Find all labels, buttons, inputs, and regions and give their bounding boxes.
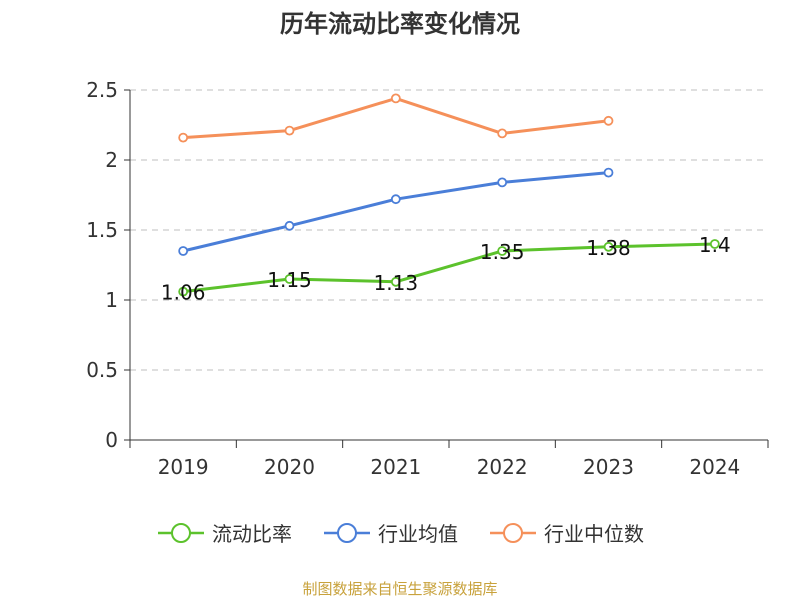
x-tick-label: 2023 bbox=[583, 455, 634, 479]
data-point bbox=[284, 220, 295, 231]
series-lines bbox=[178, 93, 720, 297]
source-footer: 制图数据来自恒生聚源数据库 bbox=[302, 580, 498, 598]
data-point bbox=[178, 286, 189, 297]
legend-line-marker-icon bbox=[158, 522, 204, 543]
data-point bbox=[603, 241, 614, 252]
legend-label: 行业中位数 bbox=[544, 522, 644, 546]
legend-label: 行业均值 bbox=[378, 522, 458, 546]
x-tick-label: 2022 bbox=[477, 455, 528, 479]
data-point bbox=[390, 93, 401, 104]
data-label: 1.13 bbox=[374, 271, 419, 295]
x-tick-label: 2020 bbox=[264, 455, 315, 479]
data-point bbox=[178, 246, 189, 256]
data-point bbox=[497, 128, 508, 139]
data-label: 1.15 bbox=[267, 268, 312, 292]
data-labels: 1.06 1.15 1.13 1.35 1.38 1.4 bbox=[161, 233, 731, 305]
data-label: 1.06 bbox=[161, 281, 206, 305]
y-tick-label: 0 bbox=[105, 428, 118, 452]
grid-lines bbox=[130, 89, 768, 371]
legend: 流动比率 行业均值 行业中位数 bbox=[0, 518, 800, 547]
data-point bbox=[497, 246, 508, 256]
legend-item[interactable]: 流动比率 bbox=[156, 518, 292, 547]
data-label: 1.35 bbox=[480, 240, 525, 264]
data-point bbox=[178, 132, 189, 143]
legend-line-marker-icon bbox=[324, 522, 370, 543]
data-point bbox=[497, 177, 508, 188]
series-line bbox=[182, 242, 715, 294]
data-point bbox=[284, 125, 295, 136]
legend-label: 流动比率 bbox=[212, 522, 292, 546]
x-tick-label: 2024 bbox=[689, 455, 740, 479]
y-tick-label: 1.5 bbox=[86, 218, 118, 242]
data-point bbox=[390, 194, 401, 205]
chart-title: 历年流动比率变化情况 bbox=[280, 10, 520, 38]
legend-item[interactable]: 行业中位数 bbox=[488, 518, 644, 547]
data-point bbox=[390, 276, 401, 287]
data-point bbox=[709, 239, 720, 249]
series-line bbox=[183, 96, 609, 140]
y-tick-label: 1 bbox=[105, 288, 118, 312]
x-tick-label: 2019 bbox=[158, 455, 209, 479]
y-tick-label: 0.5 bbox=[86, 358, 118, 382]
data-point bbox=[603, 115, 614, 126]
data-label: 1.4 bbox=[699, 233, 731, 257]
y-tick-label: 2.5 bbox=[86, 78, 118, 102]
legend-line-marker-icon bbox=[490, 522, 536, 543]
data-point bbox=[284, 274, 295, 284]
series-line bbox=[182, 171, 609, 253]
data-point bbox=[603, 167, 614, 178]
y-tick-label: 2 bbox=[105, 148, 118, 172]
axes: 0 0.5 1 1.5 2 2.5 2019 2020 2021 2022 2023 2024 bbox=[86, 78, 769, 479]
legend-item[interactable]: 行业均值 bbox=[322, 518, 458, 547]
data-label: 1.38 bbox=[586, 236, 631, 260]
x-tick-label: 2021 bbox=[370, 455, 421, 479]
